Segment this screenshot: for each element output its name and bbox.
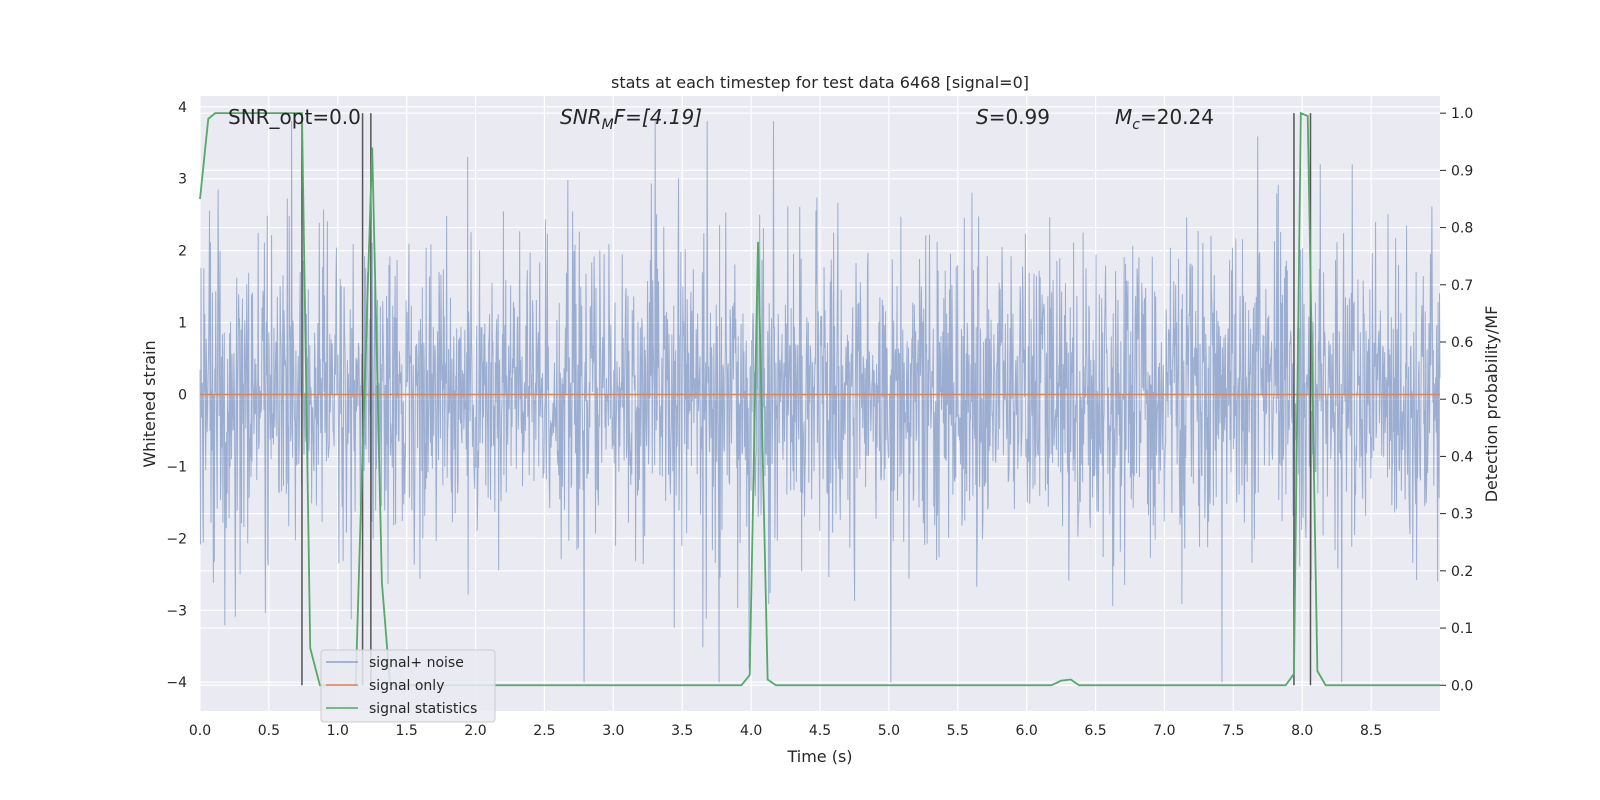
annotation-mc-value: =20.24 [1140, 105, 1214, 129]
annotation-s: S=0.99 [976, 105, 1050, 129]
annotation-s-symbol: S [976, 105, 989, 129]
annotation-mc-sub: c [1132, 117, 1140, 133]
legend-label-noise: signal+ noise [369, 655, 464, 671]
y-right-tick-label: 0.6 [1451, 335, 1473, 351]
y-right-axis-label: Detection probability/MF [1482, 306, 1501, 503]
legend-box [320, 649, 496, 723]
y-right-tick-label: 0.3 [1451, 507, 1473, 523]
y-right-tick-label: 0.7 [1451, 278, 1473, 294]
x-tick-label: 2.0 [464, 723, 486, 739]
y-right-tick-label: 0.8 [1451, 221, 1473, 237]
y-right-tick-label: 0.0 [1451, 678, 1473, 694]
x-tick-label: 4.0 [740, 723, 762, 739]
x-axis-label: Time (s) [786, 747, 852, 766]
y-left-tick-label: −2 [166, 531, 187, 547]
y-left-tick-label: 3 [178, 172, 187, 188]
x-tick-label: 7.5 [1222, 723, 1244, 739]
y-left-axis-label: Whitened strain [140, 340, 159, 467]
annotation-snr-mf-rest: F=[4.19] [614, 105, 702, 129]
annotation-mc: Mc=20.24 [1115, 105, 1214, 133]
y-left-tick-label: 2 [178, 244, 187, 260]
y-right-tick-label: 0.5 [1451, 392, 1473, 408]
x-tick-label: 6.5 [1084, 723, 1106, 739]
annotation-mc-base: M [1115, 105, 1132, 129]
y-left-tick-label: −4 [166, 675, 187, 691]
y-right-tick-label: 0.4 [1451, 449, 1473, 465]
noise-series [199, 121, 1441, 683]
x-tick-label: 3.0 [602, 723, 624, 739]
annotation-snr-mf-base: SNR [560, 105, 602, 129]
y-right-tick-label: 0.2 [1451, 564, 1473, 580]
annotation-snr-opt: SNR_opt=0.0 [228, 105, 361, 129]
y-left-tick-label: −1 [166, 459, 187, 475]
x-tick-label: 8.0 [1291, 723, 1313, 739]
legend-label-statistics: signal statistics [369, 701, 477, 717]
y-right-axis-ticks: 1.0 0.9 0.8 0.7 0.6 0.5 0.4 0.3 0.2 0.1 0.0 [1440, 106, 1473, 694]
annotation-s-value: =0.99 [989, 105, 1050, 129]
x-tick-label: 7.0 [1153, 723, 1175, 739]
chart-title: stats at each timestep for test data 646… [611, 73, 1029, 92]
x-tick-label: 1.0 [327, 723, 349, 739]
x-axis-ticks: 0.0 0.5 1.0 1.5 2.0 2.5 3.0 3.5 4.0 4.5 5.0 5.5 6.0 6… [189, 723, 1382, 739]
y-left-tick-label: 0 [178, 388, 187, 404]
y-left-tick-label: 1 [178, 316, 187, 332]
annotation-snr-mf-sub: M [602, 117, 614, 133]
annotation-snr-mf: SNRMF=[4.19] [560, 105, 702, 133]
legend: signal+ noise signal only signal statist… [320, 649, 496, 723]
y-left-tick-label: −3 [166, 603, 187, 619]
x-tick-label: 1.5 [396, 723, 418, 739]
x-tick-label: 5.5 [947, 723, 969, 739]
x-tick-label: 0.0 [189, 723, 211, 739]
y-left-axis-ticks: 4 3 2 1 0 −1 −2 −3 −4 [166, 100, 187, 691]
x-tick-label: 5.0 [878, 723, 900, 739]
y-right-tick-label: 0.9 [1451, 163, 1473, 179]
statistics-series [199, 111, 1440, 687]
y-right-tick-label: 0.1 [1451, 621, 1473, 637]
statistics-line [199, 111, 1440, 687]
y-left-tick-label: 4 [178, 100, 187, 116]
legend-label-signal: signal only [369, 678, 444, 694]
x-tick-label: 0.5 [258, 723, 280, 739]
x-tick-label: 6.0 [1016, 723, 1038, 739]
x-tick-label: 4.5 [809, 723, 831, 739]
x-tick-label: 2.5 [533, 723, 555, 739]
noise-line [199, 121, 1441, 683]
x-tick-label: 3.5 [671, 723, 693, 739]
x-tick-label: 8.5 [1360, 723, 1382, 739]
y-right-tick-label: 1.0 [1451, 106, 1473, 122]
